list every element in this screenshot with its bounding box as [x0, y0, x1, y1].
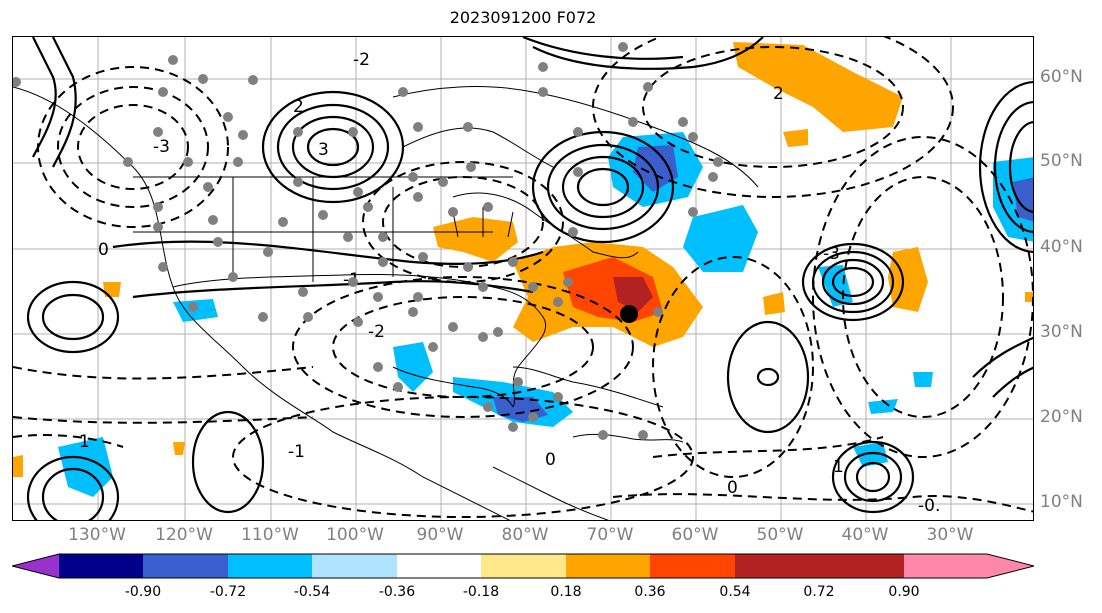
colorbar-segment — [481, 554, 566, 578]
contour-label: -0. — [918, 496, 940, 516]
lon-label: 80°W — [501, 525, 549, 545]
lon-label: 60°W — [671, 525, 719, 545]
colorbar-tick: -0.90 — [124, 584, 162, 600]
colorbar-segment — [566, 554, 650, 578]
map-panel: -3 -2 -1 0 1 2 3 2 1 0 -1 -2 -3 0 -0. — [12, 36, 1034, 521]
colorbar-tick: -0.18 — [462, 584, 500, 600]
lon-label: 70°W — [586, 525, 634, 545]
contour-label: 0 — [727, 478, 738, 498]
lat-label: 40°N — [1040, 237, 1083, 257]
lat-label: 60°N — [1040, 67, 1083, 87]
lon-label: 50°W — [756, 525, 804, 545]
plot-title: 2023091200 F072 — [449, 8, 597, 27]
lon-label: 130°W — [68, 525, 126, 545]
contour-labels: -3 -2 -1 0 1 2 3 2 1 0 -1 -2 -3 0 -0. — [79, 50, 940, 516]
lat-label: 20°N — [1040, 407, 1083, 427]
contour-label: 0 — [98, 240, 109, 260]
colorbar-segment — [819, 554, 904, 578]
lon-label: 120°W — [155, 525, 213, 545]
contour-label: -2 — [368, 322, 385, 342]
contour-label: -3 — [153, 137, 170, 157]
lat-label: 10°N — [1040, 492, 1083, 512]
colorbar-segment — [735, 554, 819, 578]
contour-label: 0 — [545, 450, 556, 470]
lon-label: 40°W — [841, 525, 889, 545]
contour-label: 1 — [833, 457, 844, 477]
colorbar-tick: -0.72 — [209, 584, 247, 600]
contour-label: 2 — [773, 84, 784, 104]
colorbar-tick: 0.90 — [888, 584, 920, 600]
contour-label: 3 — [318, 140, 329, 160]
colorbar-extend-low — [12, 554, 59, 578]
lon-label: 30°W — [926, 525, 974, 545]
lat-label: 30°N — [1040, 322, 1083, 342]
lat-label: 50°N — [1040, 151, 1083, 171]
colorbar-segment — [59, 554, 143, 578]
contour-label: 1 — [79, 432, 90, 452]
colorbar — [12, 553, 1034, 579]
storm-center-marker — [620, 305, 638, 323]
map-canvas: -3 -2 -1 0 1 2 3 2 1 0 -1 -2 -3 0 -0. — [13, 37, 1033, 520]
shaded-anomalies — [13, 42, 1033, 497]
colorbar-tick: -0.54 — [293, 584, 331, 600]
colorbar-tick: 0.18 — [550, 584, 582, 600]
colorbar-tick: 0.36 — [634, 584, 666, 600]
colorbar-extend-high — [904, 554, 1034, 578]
dashed-contours — [13, 37, 1033, 518]
colorbar-segment — [312, 554, 397, 578]
lon-label: 90°W — [416, 525, 464, 545]
colorbar-tick: -0.36 — [378, 584, 416, 600]
contour-label: 2 — [293, 97, 304, 117]
colorbar-segment — [228, 554, 312, 578]
lon-label: 100°W — [326, 525, 384, 545]
contour-label: -2 — [353, 50, 370, 70]
colorbar-segment — [143, 554, 228, 578]
contour-label: -3 — [823, 244, 840, 264]
station-markers — [13, 42, 723, 440]
contour-label: -1 — [288, 442, 305, 462]
colorbar-tick: 0.54 — [719, 584, 751, 600]
colorbar-segment — [650, 554, 735, 578]
colorbar-segment — [397, 554, 481, 578]
colorbar-tick: 0.72 — [803, 584, 835, 600]
lon-label: 110°W — [241, 525, 299, 545]
